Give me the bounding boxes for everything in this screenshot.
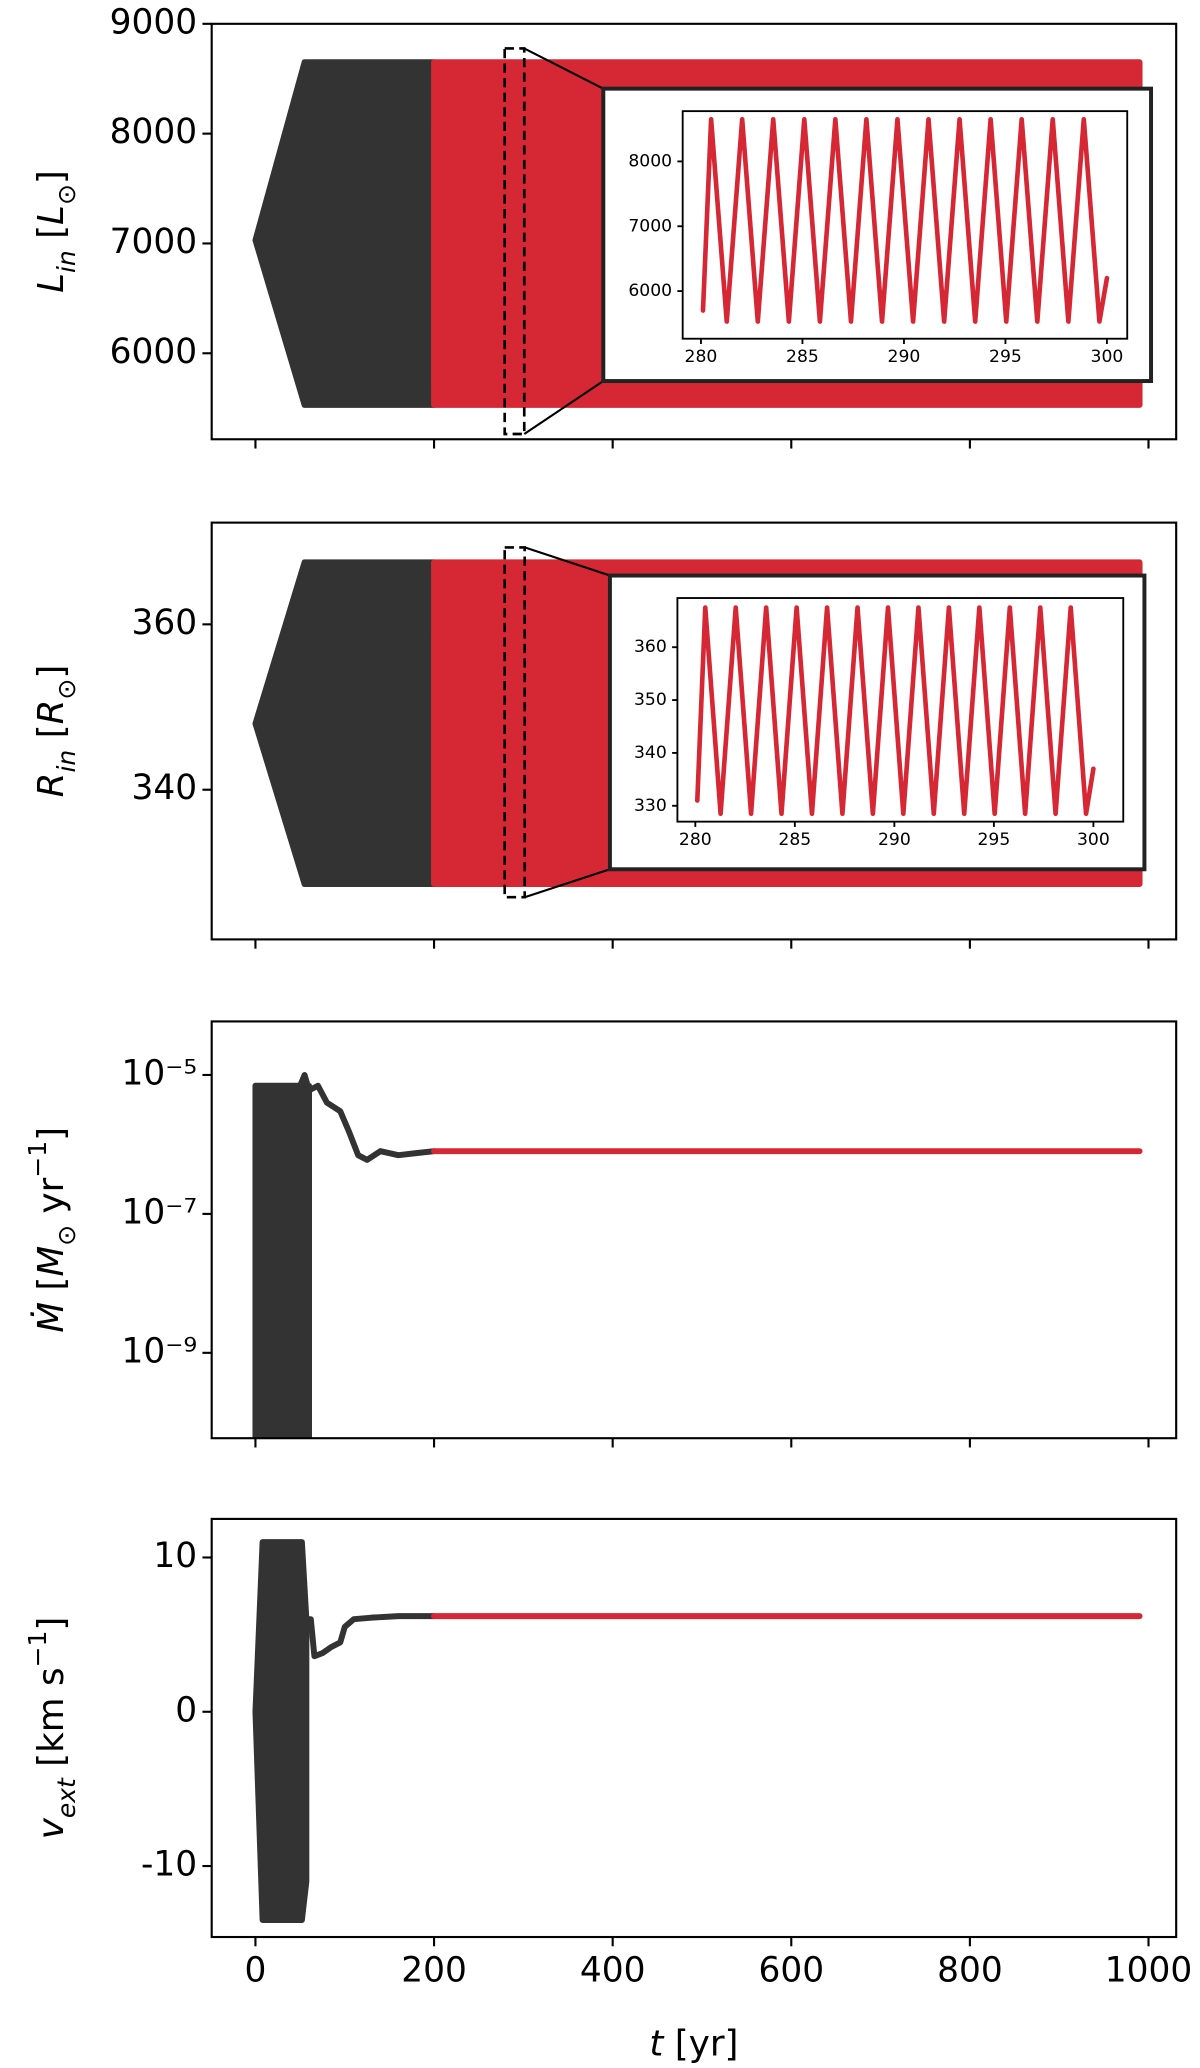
label-part: R — [31, 700, 72, 725]
y-tick-label: 340 — [132, 768, 198, 808]
label-part: ] — [31, 170, 72, 184]
y-tick-label: 10 — [153, 1536, 197, 1576]
label-part: in — [51, 750, 80, 773]
axes-frame — [210, 1020, 1178, 1440]
label-part: yr — [31, 1177, 72, 1224]
label-part: Ṁ — [30, 1302, 72, 1333]
label-part: −1 — [22, 1141, 51, 1178]
band — [252, 59, 438, 408]
x-tick-label: 285 — [778, 830, 811, 850]
zoom-region — [503, 47, 526, 436]
label-part: v — [31, 1817, 72, 1839]
x-tick-label: 300 — [1091, 347, 1124, 367]
y-tick-label: 350 — [634, 690, 667, 710]
x-tick-label: 295 — [989, 347, 1022, 367]
label-part: [yr] — [663, 2024, 738, 2065]
x-tick-label: 400 — [580, 1951, 646, 1991]
y-tick-label: -10 — [141, 1845, 197, 1885]
plot-area — [252, 1071, 1143, 1439]
x-tick-label: 280 — [685, 347, 718, 367]
label-part: in — [51, 250, 80, 273]
y-tick-label: 7000 — [110, 222, 197, 262]
label-part: ⊙ — [51, 184, 80, 205]
label-part: −1 — [22, 1631, 51, 1668]
axes-frame — [210, 22, 1178, 441]
x-tick-label: 300 — [1077, 830, 1110, 850]
y-tick-label: 0 — [175, 1690, 197, 1730]
x-tick-label: 200 — [401, 1951, 467, 1991]
axes-frame — [676, 597, 1125, 823]
label-part: ] — [31, 1127, 72, 1141]
band — [252, 1539, 310, 1924]
zoom-connector — [523, 380, 604, 435]
label-part: ⊙ — [51, 1225, 80, 1246]
plot-area — [694, 605, 1096, 817]
label-part: [ — [31, 724, 72, 749]
axis-label: Ṁ [M⊙ yr−1] — [22, 1127, 80, 1333]
label-part: ext — [51, 1777, 80, 1818]
x-tick-label: 1000 — [1105, 1951, 1192, 1991]
y-tick-label: 8000 — [628, 151, 672, 171]
x-tick-label: 600 — [758, 1951, 824, 1991]
plot-area — [252, 1539, 1143, 1924]
zoom-connector — [523, 47, 604, 90]
line — [297, 1071, 438, 1163]
y-tick-label: 7000 — [628, 216, 672, 236]
y-tick-label: 360 — [634, 637, 667, 657]
label-part: ] — [31, 1617, 72, 1631]
label-part: ⊙ — [51, 679, 80, 700]
axes-frame — [210, 521, 1178, 941]
line — [694, 605, 1096, 817]
label-part: L — [31, 273, 72, 293]
axes-frame — [210, 1517, 1178, 1939]
label-part: M — [31, 1246, 72, 1277]
axis-label: Lin [L⊙] — [31, 170, 80, 293]
label-part: [ — [31, 225, 72, 250]
zoom-connector — [524, 868, 611, 899]
zoom-region — [503, 546, 527, 899]
label-part: R — [31, 773, 72, 798]
band — [252, 1082, 313, 1439]
x-tick-label: 280 — [679, 830, 712, 850]
y-tick-label: 6000 — [628, 281, 672, 301]
zoom-connector — [524, 546, 611, 577]
label-part: L — [31, 205, 72, 225]
label-part: [ — [31, 1277, 72, 1302]
x-tick-label: 285 — [786, 347, 819, 367]
axis-label: vext [km s−1] — [22, 1617, 80, 1840]
label-part: t — [649, 2024, 665, 2065]
axes-frame — [681, 110, 1129, 340]
label-part: ] — [31, 665, 72, 679]
y-tick-label: 10⁻⁷ — [121, 1192, 197, 1232]
y-tick-label: 8000 — [110, 112, 197, 152]
x-tick-label: 800 — [937, 1951, 1003, 1991]
x-tick-label: 290 — [888, 347, 921, 367]
y-tick-label: 330 — [634, 796, 667, 816]
x-tick-label: 0 — [245, 1951, 267, 1991]
y-tick-label: 10⁻⁹ — [121, 1331, 197, 1371]
band — [252, 559, 438, 887]
label-part: [km s — [31, 1667, 72, 1778]
y-tick-label: 6000 — [110, 332, 197, 372]
y-tick-label: 340 — [634, 743, 667, 763]
x-tick-label: 295 — [977, 830, 1010, 850]
plot-area — [700, 116, 1110, 324]
x-tick-label: 290 — [878, 830, 911, 850]
y-tick-label: 10⁻⁵ — [121, 1053, 197, 1093]
y-tick-label: 360 — [132, 603, 198, 643]
line — [303, 1613, 438, 1660]
y-tick-label: 9000 — [110, 2, 197, 42]
axis-label: Rin [R⊙] — [31, 665, 80, 798]
axis-label: t [yr] — [649, 2024, 738, 2065]
line — [700, 116, 1110, 324]
